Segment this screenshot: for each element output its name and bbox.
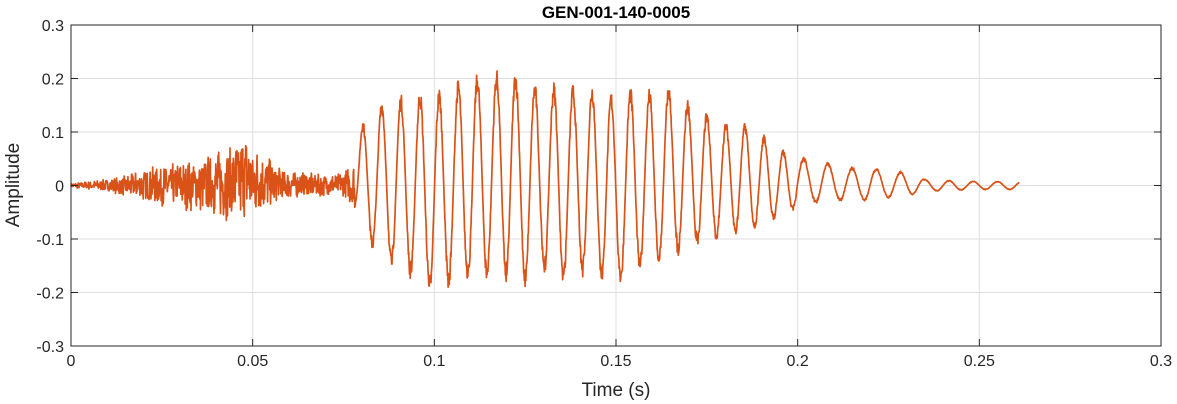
y-tick-label: -0.1 <box>36 232 64 249</box>
chart-title: GEN-001-140-0005 <box>542 3 690 22</box>
waveform-line <box>70 70 1020 288</box>
y-tick-label: 0.1 <box>42 125 64 142</box>
x-tick-label: 0.2 <box>787 353 809 370</box>
x-tick-label: 0.3 <box>1150 353 1172 370</box>
x-tick-label: 0.25 <box>964 353 995 370</box>
x-tick-label: 0.1 <box>423 353 445 370</box>
waveform-series <box>70 70 1020 288</box>
y-axis-label: Amplitude <box>3 143 24 228</box>
x-tick-label: 0.15 <box>600 353 631 370</box>
y-tick-label: -0.3 <box>36 339 64 356</box>
y-tick-label: -0.2 <box>36 286 64 303</box>
y-tick-label: 0.2 <box>42 72 64 89</box>
y-tick-label: 0 <box>55 179 64 196</box>
y-tick-label: 0.3 <box>42 18 64 35</box>
x-tick-label: 0 <box>67 353 76 370</box>
x-axis-label: Time (s) <box>582 380 651 401</box>
x-tick-label: 0.05 <box>237 353 268 370</box>
axis-ticks: 0 0.05 0.1 0.15 0.2 0.25 0.3 -0.3 -0.2 -0.1 0 0.1 0.… <box>36 18 1172 370</box>
